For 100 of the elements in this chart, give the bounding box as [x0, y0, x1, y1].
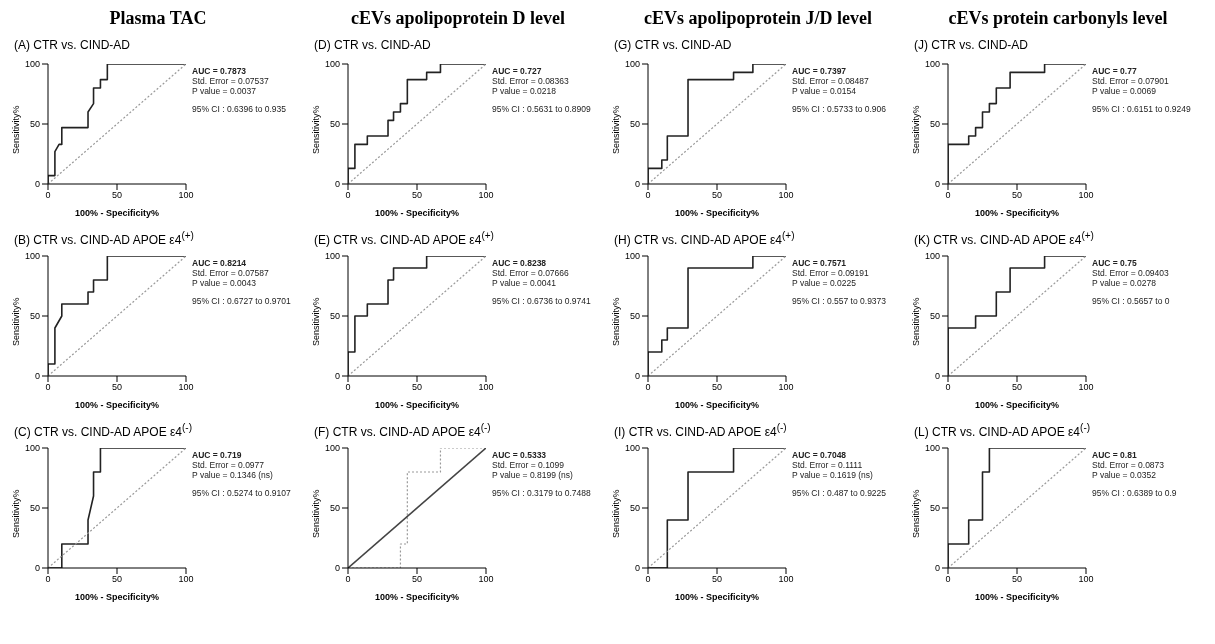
chart-subtitle: (D) CTR vs. CIND-AD	[313, 38, 432, 54]
y-tick-label: 50	[29, 311, 40, 322]
chart-title: cEVs protein carbonyls level	[948, 8, 1168, 28]
y-tick-label: 100	[324, 59, 340, 70]
text: Std. Error = 0.1099	[492, 460, 566, 470]
text: P value = 0.0041	[492, 278, 557, 288]
text: Std. Error = 0.07537	[192, 76, 270, 86]
x-tick-label: 0	[645, 190, 651, 201]
x-tick-label: 0	[45, 574, 51, 585]
y-axis-title: Sensitivity%	[611, 297, 622, 346]
text: Std. Error = 0.07901	[1092, 76, 1170, 86]
text: Std. Error = 0.08487	[792, 76, 870, 86]
x-tick-label: 50	[411, 190, 423, 201]
text: Std. Error = 0.07587	[192, 268, 270, 278]
chart-subtitle: (G) CTR vs. CIND-AD	[613, 38, 733, 54]
y-tick-label: 100	[624, 59, 640, 70]
y-axis-title: Sensitivity%	[611, 105, 622, 154]
y-tick-label: 50	[629, 503, 640, 514]
x-tick-label: 50	[711, 574, 723, 585]
text: AUC = 0.7571	[792, 258, 848, 268]
y-tick-label: 50	[329, 503, 340, 514]
y-tick-label: 100	[624, 251, 640, 262]
y-tick-label: 0	[634, 179, 640, 190]
text: AUC = 0.7397	[792, 66, 848, 76]
x-axis-title: 100% - Specificity%	[974, 400, 1060, 410]
x-tick-label: 50	[1011, 190, 1023, 201]
y-tick-label: 0	[934, 371, 940, 382]
y-tick-label: 50	[329, 311, 340, 322]
x-tick-label: 0	[345, 574, 351, 585]
text: P value = 0.0043	[192, 278, 257, 288]
chart-subtitle: (J) CTR vs. CIND-AD	[913, 38, 1029, 54]
text: 95% CI : 0.3179 to 0.7488	[492, 488, 592, 498]
x-tick-label: 100	[178, 190, 194, 201]
y-tick-label: 50	[329, 119, 340, 130]
chart-subtitle: (L) CTR vs. CIND-AD APOE ε4$^{(-)}$	[913, 422, 1092, 441]
x-tick-label: 50	[411, 382, 423, 393]
y-tick-label: 0	[34, 371, 40, 382]
y-tick-label: 0	[334, 563, 340, 574]
text: 95% CI : 0.5733 to 0.906	[792, 104, 888, 114]
text: AUC = 0.7048	[792, 450, 848, 460]
y-tick-label: 100	[324, 251, 340, 262]
y-tick-label: 0	[934, 179, 940, 190]
y-tick-label: 0	[934, 563, 940, 574]
x-axis-title: 100% - Specificity%	[674, 400, 760, 410]
text: P value = 0.0218	[492, 86, 557, 96]
chart-subtitle: (H) CTR vs. CIND-AD APOE ε4$^{(+)}$	[613, 230, 796, 249]
y-tick-label: 100	[324, 443, 340, 454]
y-tick-label: 100	[924, 443, 940, 454]
text: Std. Error = 0.09191	[792, 268, 870, 278]
x-axis-title: 100% - Specificity%	[374, 400, 460, 410]
text: P value = 0.0069	[1092, 86, 1157, 96]
y-tick-label: 0	[634, 563, 640, 574]
x-tick-label: 100	[778, 382, 794, 393]
x-tick-label: 50	[1011, 382, 1023, 393]
x-tick-label: 0	[945, 190, 951, 201]
y-axis-title: Sensitivity%	[311, 105, 322, 154]
x-tick-label: 100	[778, 190, 794, 201]
y-tick-label: 50	[929, 503, 940, 514]
x-tick-label: 0	[945, 382, 951, 393]
y-tick-label: 100	[924, 251, 940, 262]
y-axis-title: Sensitivity%	[611, 489, 622, 538]
chart-subtitle: (F) CTR vs. CIND-AD APOE ε4$^{(-)}$	[313, 422, 492, 441]
x-tick-label: 100	[1078, 190, 1094, 201]
x-axis-title: 100% - Specificity%	[74, 208, 160, 218]
x-axis-title: 100% - Specificity%	[74, 400, 160, 410]
text: Std. Error = 0.1111	[792, 460, 864, 470]
x-tick-label: 0	[945, 574, 951, 585]
text: AUC = 0.727	[492, 66, 543, 76]
x-tick-label: 100	[1078, 382, 1094, 393]
y-tick-label: 0	[34, 179, 40, 190]
chart-title: Plasma TAC	[109, 8, 207, 28]
text: AUC = 0.5333	[492, 450, 548, 460]
y-tick-label: 100	[924, 59, 940, 70]
x-axis-title: 100% - Specificity%	[374, 592, 460, 602]
x-axis-title: 100% - Specificity%	[974, 208, 1060, 218]
y-axis-title: Sensitivity%	[11, 105, 22, 154]
y-axis-title: Sensitivity%	[11, 297, 22, 346]
x-tick-label: 100	[478, 382, 494, 393]
text: 95% CI : 0.6389 to 0.9	[1092, 488, 1178, 498]
text: 95% CI : 0.5631 to 0.8909	[492, 104, 592, 114]
x-tick-label: 0	[645, 574, 651, 585]
chart-subtitle: (C) CTR vs. CIND-AD APOE ε4$^{(-)}$	[13, 422, 194, 441]
y-tick-label: 50	[29, 503, 40, 514]
x-tick-label: 50	[411, 574, 423, 585]
text: 95% CI : 0.5657 to 0	[1092, 296, 1171, 306]
x-tick-label: 100	[178, 382, 194, 393]
y-tick-label: 100	[624, 443, 640, 454]
y-axis-title: Sensitivity%	[311, 489, 322, 538]
text: 95% CI : 0.5274 to 0.9107	[192, 488, 292, 498]
x-tick-label: 100	[178, 574, 194, 585]
y-tick-label: 0	[634, 371, 640, 382]
chart-subtitle: (E) CTR vs. CIND-AD APOE ε4$^{(+)}$	[313, 230, 495, 249]
x-tick-label: 0	[345, 190, 351, 201]
text: Std. Error = 0.09403	[1092, 268, 1170, 278]
y-tick-label: 50	[629, 119, 640, 130]
x-tick-label: 50	[711, 190, 723, 201]
y-axis-title: Sensitivity%	[911, 297, 922, 346]
chart-subtitle: (K) CTR vs. CIND-AD APOE ε4$^{(+)}$	[913, 230, 1095, 249]
text: P value = 0.8199 (ns)	[492, 470, 574, 480]
x-axis-title: 100% - Specificity%	[674, 592, 760, 602]
